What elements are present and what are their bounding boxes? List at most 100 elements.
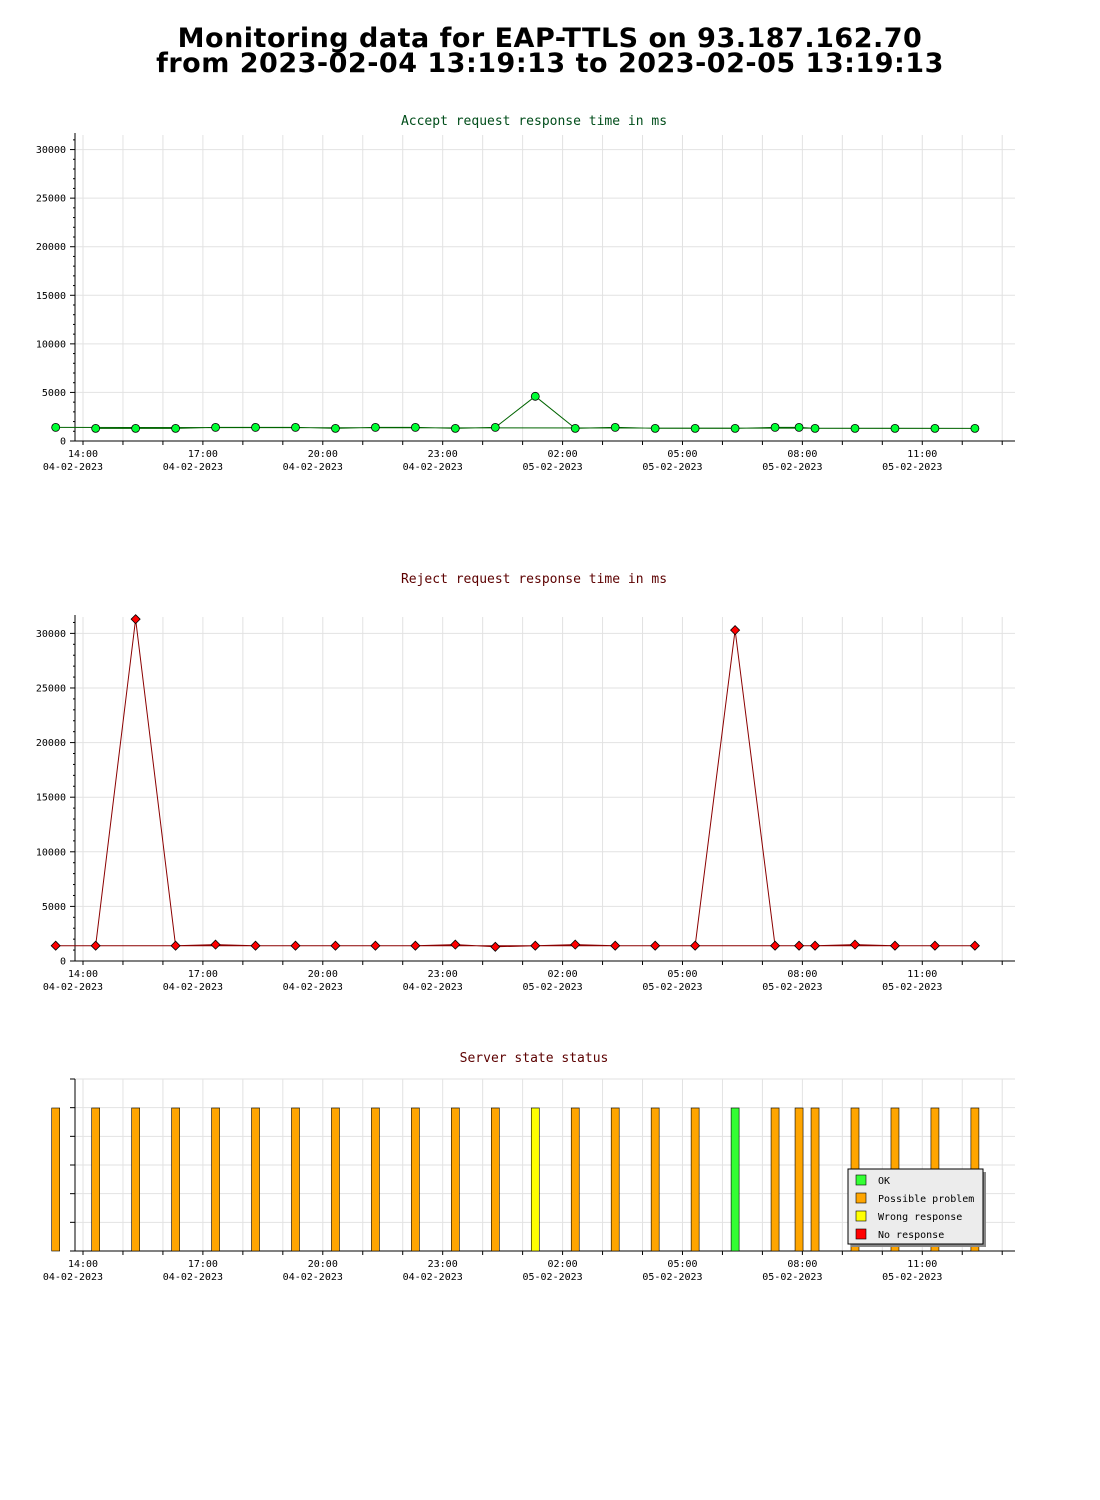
y-tick-label: 5000 <box>42 902 66 913</box>
data-point <box>770 940 781 951</box>
x-tick-label-time: 14:00 <box>68 969 98 980</box>
status-bar <box>650 1107 660 1252</box>
x-tick-label-time: 08:00 <box>787 1259 817 1270</box>
data-point <box>250 940 261 951</box>
data-point <box>794 422 804 432</box>
x-tick-label-time: 23:00 <box>428 449 458 460</box>
x-tick-label-time: 14:00 <box>68 449 98 460</box>
data-point <box>91 423 101 433</box>
status-bar <box>690 1107 700 1252</box>
data-point <box>410 940 421 951</box>
x-tick-label-time: 20:00 <box>308 1259 338 1270</box>
x-tick-label-date: 05-02-2023 <box>882 982 942 993</box>
x-tick-label-date: 04-02-2023 <box>403 982 463 993</box>
page-title-line1: Monitoring data for EAP-TTLS on 93.187.1… <box>177 23 923 54</box>
x-tick-label-date: 04-02-2023 <box>163 462 223 473</box>
status-bar <box>411 1107 420 1252</box>
x-tick-label-time: 08:00 <box>787 449 817 460</box>
series-line <box>55 395 975 429</box>
x-tick-label-time: 11:00 <box>907 969 937 980</box>
legend-label: Possible problem <box>878 1194 974 1205</box>
x-tick-label-time: 11:00 <box>907 449 937 460</box>
chart-title: Server state status <box>460 1051 609 1066</box>
x-tick-label-time: 20:00 <box>308 969 338 980</box>
data-point <box>331 423 340 433</box>
x-tick-label-date: 04-02-2023 <box>403 462 463 473</box>
data-point <box>770 422 780 432</box>
data-point <box>650 423 660 433</box>
page-title-line2: from 2023-02-04 13:19:13 to 2023-02-05 1… <box>156 48 944 79</box>
x-tick-label-date: 05-02-2023 <box>642 1272 702 1283</box>
data-point <box>210 939 221 950</box>
data-point <box>370 940 381 951</box>
data-point <box>530 940 541 951</box>
data-point <box>650 940 661 951</box>
data-point <box>251 422 260 432</box>
y-tick-label: 30000 <box>36 629 66 640</box>
data-point <box>850 423 860 433</box>
y-tick-label: 0 <box>60 957 66 968</box>
y-tick-label: 10000 <box>36 339 66 350</box>
data-point <box>969 940 980 951</box>
server-state-chart: Server state status 14:00 04-02-2023 17:00 0… <box>43 1051 1015 1283</box>
data-point <box>849 939 861 950</box>
status-bar <box>371 1107 380 1252</box>
accept-response-chart: Accept request response time in ms 0 5000 1… <box>36 114 1015 473</box>
y-tick-label: 15000 <box>36 291 66 302</box>
x-tick-label-date: 04-02-2023 <box>283 982 343 993</box>
x-tick-label-date: 05-02-2023 <box>522 982 582 993</box>
status-bar <box>291 1107 300 1252</box>
legend-swatch <box>855 1174 867 1186</box>
y-tick-label: 25000 <box>36 683 66 694</box>
x-tick-label-date: 04-02-2023 <box>163 1272 223 1283</box>
status-bar <box>171 1107 180 1252</box>
x-tick-label-date: 05-02-2023 <box>762 982 822 993</box>
chart-title: Reject request response time in ms <box>401 572 667 587</box>
status-bar <box>131 1107 140 1252</box>
data-point <box>170 940 181 951</box>
data-point <box>690 940 701 951</box>
x-tick-label-date: 04-02-2023 <box>43 462 103 473</box>
x-tick-label-time: 02:00 <box>548 1259 578 1270</box>
legend-label: OK <box>878 1176 890 1187</box>
x-tick-label-date: 05-02-2023 <box>882 1272 942 1283</box>
x-tick-label-date: 05-02-2023 <box>642 982 702 993</box>
data-point <box>793 940 805 951</box>
reject-response-chart: Reject request response time in ms 0 5000 1… <box>36 572 1015 993</box>
data-point <box>610 422 620 432</box>
x-tick-label-time: 17:00 <box>188 449 218 460</box>
x-tick-label-time: 05:00 <box>667 449 697 460</box>
status-bar <box>211 1107 220 1252</box>
x-tick-label-time: 05:00 <box>667 969 697 980</box>
chart-title: Accept request response time in ms <box>401 114 667 129</box>
status-bar <box>451 1107 460 1252</box>
status-bar <box>794 1107 804 1252</box>
data-point <box>809 940 821 951</box>
data-point <box>610 940 621 951</box>
data-point <box>211 422 220 432</box>
data-point <box>929 940 941 951</box>
status-bar <box>610 1107 620 1252</box>
x-tick-label-date: 05-02-2023 <box>762 462 822 473</box>
y-tick-label: 25000 <box>36 194 66 205</box>
x-tick-label-date: 05-02-2023 <box>642 462 702 473</box>
data-point <box>131 423 141 433</box>
y-tick-label: 20000 <box>36 738 66 749</box>
data-point <box>450 423 460 433</box>
data-point <box>130 614 141 625</box>
status-bar <box>570 1107 580 1252</box>
x-tick-label-date: 05-02-2023 <box>522 1272 582 1283</box>
x-tick-label-date: 04-02-2023 <box>43 1272 103 1283</box>
status-bar <box>51 1107 60 1252</box>
data-point <box>889 940 901 951</box>
status-bar <box>730 1107 740 1252</box>
data-point <box>50 940 61 951</box>
data-point <box>970 423 980 433</box>
data-point <box>810 423 820 433</box>
x-tick-label-time: 23:00 <box>428 969 458 980</box>
data-point <box>570 939 581 950</box>
y-tick-label: 30000 <box>36 145 66 156</box>
x-tick-label-date: 04-02-2023 <box>43 982 103 993</box>
data-point <box>371 422 380 432</box>
x-tick-label-time: 20:00 <box>308 449 338 460</box>
